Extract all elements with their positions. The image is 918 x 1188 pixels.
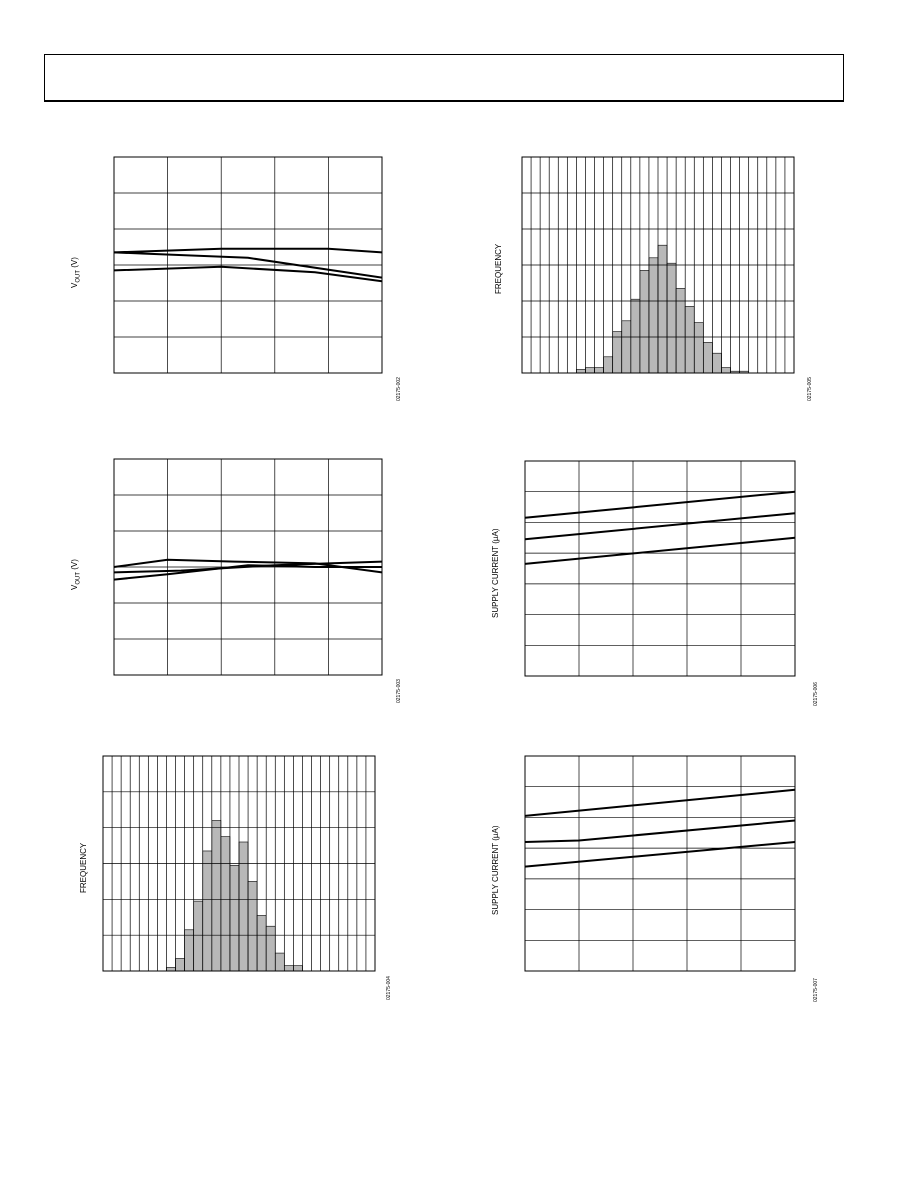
c5-bar-12 — [202, 850, 213, 972]
c5-frame — [102, 755, 376, 972]
chart-frequency-2-ylabel: FREQUENCY — [79, 842, 88, 893]
chart-frequency-1-figure-id: 02175-005 — [807, 377, 813, 401]
chart-vout-1-ylabel: VOUT (V) — [70, 257, 82, 288]
c2-bar-20 — [693, 322, 704, 374]
c2-bar-15 — [648, 257, 659, 374]
c3-frame — [113, 458, 383, 676]
c2-bar-11 — [612, 331, 623, 374]
c2-bar-22 — [712, 352, 722, 374]
chart-vout-2-plot — [113, 458, 383, 676]
c5-bar-11 — [193, 900, 204, 972]
c6-series-2-line — [524, 819, 796, 843]
chart-supply-current-1-ylabel: SUPPLY CURRENT (µA) — [491, 528, 500, 618]
chart-frequency-1-plot — [521, 156, 795, 374]
chart-frequency-1-ylabel: FREQUENCY — [494, 243, 503, 294]
c6-series-1-line — [524, 788, 796, 817]
c1-series-3-line — [113, 265, 383, 283]
chart-supply-current-2-ylabel: SUPPLY CURRENT (µA) — [491, 825, 500, 915]
c5-bar-14 — [220, 836, 231, 972]
c2-bar-9 — [594, 367, 604, 374]
c2-frame — [521, 156, 795, 374]
c5-bar-9 — [175, 958, 185, 972]
chart-supply-current-1-figure-id: 02175-006 — [813, 682, 819, 706]
c2-bar-10 — [603, 356, 613, 374]
c6-series-3-line — [524, 841, 796, 868]
c1-series-2-line — [113, 251, 383, 279]
chart-vout-1-figure-id: 02175-002 — [396, 377, 402, 401]
chart-frequency-2-figure-id: 02175-004 — [386, 976, 392, 1000]
c2-bar-21 — [703, 342, 713, 374]
c2-bar-17 — [666, 262, 677, 374]
c5-bar-18 — [256, 915, 267, 972]
chart-supply-current-2-plot — [524, 755, 796, 972]
c1-series-1-line — [113, 247, 383, 254]
chart-supply-current-2-figure-id: 02175-007 — [813, 978, 819, 1002]
chart-supply-current-1-plot — [524, 460, 796, 677]
c2-bar-14 — [639, 270, 650, 374]
c5-bar-16 — [238, 841, 249, 972]
c4-series-2-line — [524, 512, 796, 541]
c2-bar-16 — [657, 244, 668, 374]
c5-bar-21 — [284, 965, 294, 972]
c4-series-1-line — [524, 490, 796, 519]
page-header-box — [44, 54, 844, 102]
chart-vout-2-figure-id: 02175-003 — [396, 679, 402, 703]
c5-bar-22 — [293, 965, 303, 972]
c2-bar-12 — [621, 320, 632, 374]
c2-bar-7 — [576, 369, 586, 374]
c3-series-3-line — [113, 564, 382, 581]
c4-frame — [524, 460, 796, 677]
c2-bar-13 — [630, 298, 641, 374]
chart-vout-1-plot — [113, 156, 383, 374]
chart-frequency-2-plot — [102, 755, 376, 972]
c2-bar-23 — [721, 367, 731, 374]
c2-bar-8 — [585, 367, 595, 374]
c5-bar-10 — [184, 929, 194, 972]
c5-bar-20 — [274, 952, 285, 972]
chart-vout-2-ylabel: VOUT (V) — [70, 559, 82, 590]
c4-series-3-line — [524, 536, 796, 565]
c2-bar-19 — [684, 306, 695, 374]
c5-bar-15 — [229, 864, 240, 972]
c5-bar-13 — [211, 820, 222, 972]
c5-bar-8 — [166, 967, 176, 972]
c6-frame — [524, 755, 796, 972]
c5-bar-17 — [247, 881, 258, 972]
c1-frame — [113, 156, 383, 374]
c5-bar-19 — [265, 925, 276, 972]
